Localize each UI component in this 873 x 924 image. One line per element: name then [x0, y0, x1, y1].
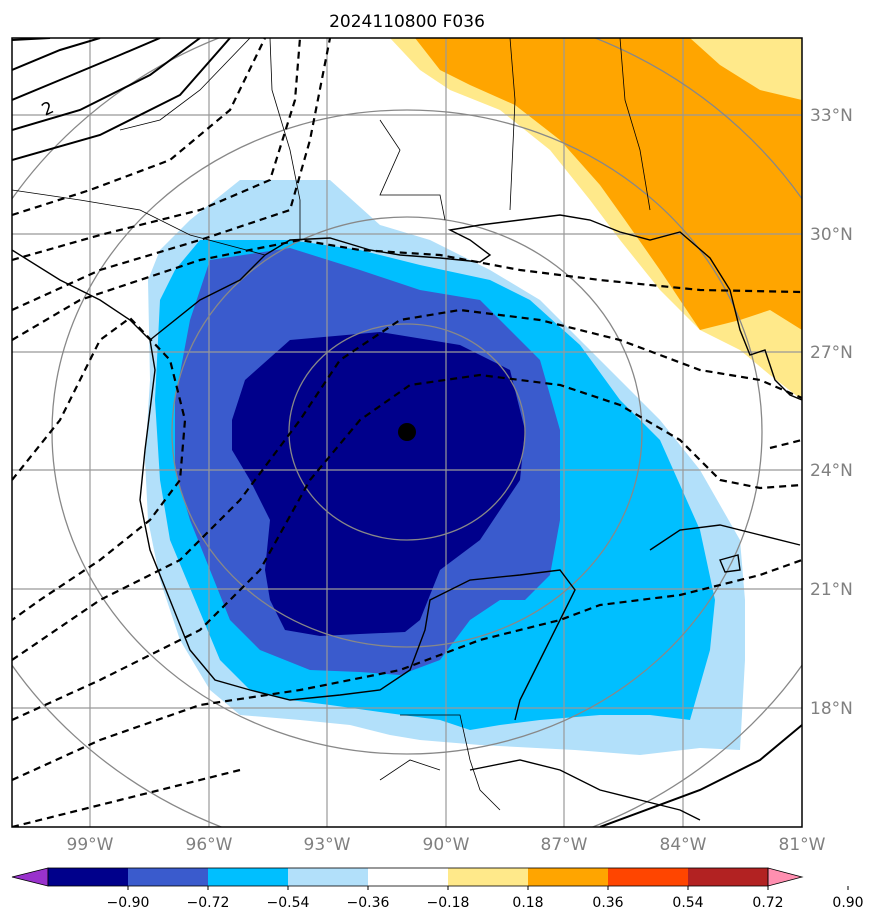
lat-label: 33°N [810, 106, 853, 126]
colorbar-tick-label: −0.18 [427, 895, 470, 911]
lat-label: 18°N [810, 699, 853, 719]
colorbar-segment [48, 868, 128, 886]
lat-label: 24°N [810, 461, 853, 481]
lat-label: 30°N [810, 225, 853, 245]
map-area: 2 [12, 38, 802, 827]
map-frame [11, 37, 803, 828]
colorbar-extension-high [767, 867, 804, 887]
dashed-contours [12, 38, 802, 827]
colorbar: −0.90 −0.72 −0.54 −0.36 −0.18 0.18 0.36 0.54 0.7… [11, 867, 864, 911]
lon-label: 90°W [423, 835, 470, 855]
lon-label: 87°W [541, 835, 588, 855]
storm-center-marker [398, 423, 416, 441]
colorbar-segment [688, 868, 768, 886]
colorbar-segment [368, 868, 448, 886]
colorbar-segment [448, 868, 528, 886]
colorbar-segment [208, 868, 288, 886]
lon-label: 99°W [67, 835, 114, 855]
colorbar-segment [528, 868, 608, 886]
coastlines [12, 214, 802, 821]
lon-label: 96°W [186, 835, 233, 855]
graticule [12, 38, 802, 827]
latitude-labels: 33°N 30°N 27°N 24°N 21°N 18°N [810, 106, 853, 719]
colorbar-tick-label: −0.90 [107, 895, 150, 911]
colorbar-tick-label: 0.36 [592, 895, 623, 911]
lon-label: 93°W [304, 835, 351, 855]
lon-label: 81°W [779, 835, 826, 855]
colorbar-frame [47, 867, 769, 887]
political-borders [12, 38, 651, 811]
colorbar-segment [608, 868, 688, 886]
longitude-labels: 99°W 96°W 93°W 90°W 87°W 84°W 81°W [67, 835, 826, 855]
map-title: 2024110800 F036 [329, 12, 485, 32]
lon-label: 84°W [660, 835, 707, 855]
colorbar-tick-label: 0.90 [832, 895, 863, 911]
colorbar-tick-label: −0.54 [267, 895, 310, 911]
colorbar-extension-low [11, 867, 49, 887]
range-rings [12, 38, 802, 827]
colorbar-tick-label: 0.72 [752, 895, 783, 911]
colorbar-tick-label: 0.54 [672, 895, 703, 911]
colorbar-segment [128, 868, 208, 886]
positive-anomaly-light-edge [690, 38, 802, 100]
anomaly-band-dark-blue [232, 332, 525, 636]
colorbar-tick-label: −0.72 [187, 895, 230, 911]
colorbar-tick-label: 0.18 [512, 895, 543, 911]
colorbar-tick-label: −0.36 [347, 895, 390, 911]
solid-contours [12, 38, 802, 827]
colorbar-segment [288, 868, 368, 886]
lat-label: 21°N [810, 580, 853, 600]
lat-label: 27°N [810, 343, 853, 363]
